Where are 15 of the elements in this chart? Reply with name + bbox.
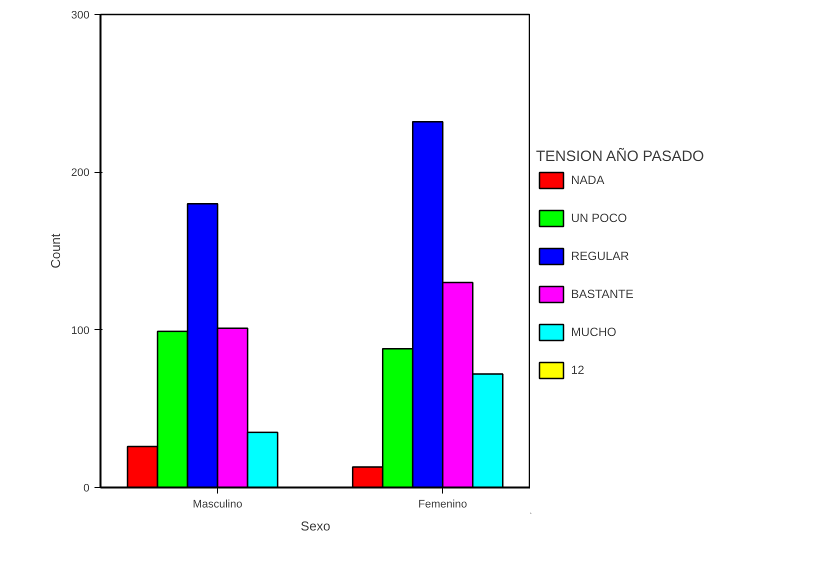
legend-title: TENSION AÑO PASADO: [536, 148, 704, 164]
y-tick-label: 300: [71, 10, 90, 22]
legend-label: REGULAR: [571, 248, 630, 262]
legend-label: MUCHO: [571, 324, 616, 338]
legend-label: BASTANTE: [571, 286, 634, 300]
y-tick-label: 200: [71, 167, 90, 180]
y-tick-label: 0: [83, 482, 90, 494]
y-axis-title: Count: [48, 233, 64, 268]
x-tick-label: Masculino: [192, 498, 242, 510]
y-tick-label: 100: [71, 324, 90, 337]
legend-label: 12: [571, 362, 586, 376]
x-axis-title: Sexo: [300, 518, 330, 534]
x-tick-label: Femenino: [418, 498, 468, 510]
legend-label: NADA: [571, 172, 604, 186]
legend-label: UN POCO: [571, 210, 628, 224]
